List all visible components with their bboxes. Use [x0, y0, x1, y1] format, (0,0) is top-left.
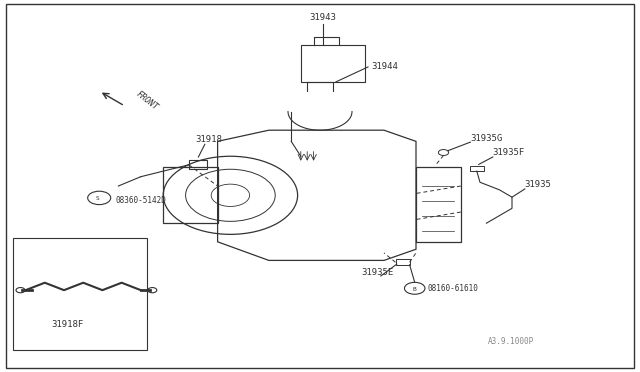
- Text: 31918: 31918: [195, 135, 222, 144]
- Text: FRONT: FRONT: [134, 89, 159, 112]
- Text: 31918F: 31918F: [51, 320, 83, 329]
- Text: 31943: 31943: [310, 13, 337, 22]
- Bar: [189, 160, 207, 169]
- Bar: [470, 166, 484, 171]
- Bar: [396, 259, 410, 265]
- Bar: [301, 45, 365, 82]
- Text: 31935E: 31935E: [362, 267, 394, 276]
- Text: 08160-61610: 08160-61610: [428, 284, 478, 293]
- Text: B: B: [412, 286, 416, 292]
- Text: 31935F: 31935F: [493, 148, 525, 157]
- Text: 08360-5142D: 08360-5142D: [115, 196, 166, 205]
- Text: S: S: [96, 196, 100, 201]
- Text: 31944: 31944: [371, 62, 398, 71]
- Text: A3.9.1000P: A3.9.1000P: [488, 337, 534, 346]
- Bar: [13, 238, 147, 350]
- Text: 31935G: 31935G: [470, 134, 502, 142]
- Text: 31935: 31935: [525, 180, 552, 189]
